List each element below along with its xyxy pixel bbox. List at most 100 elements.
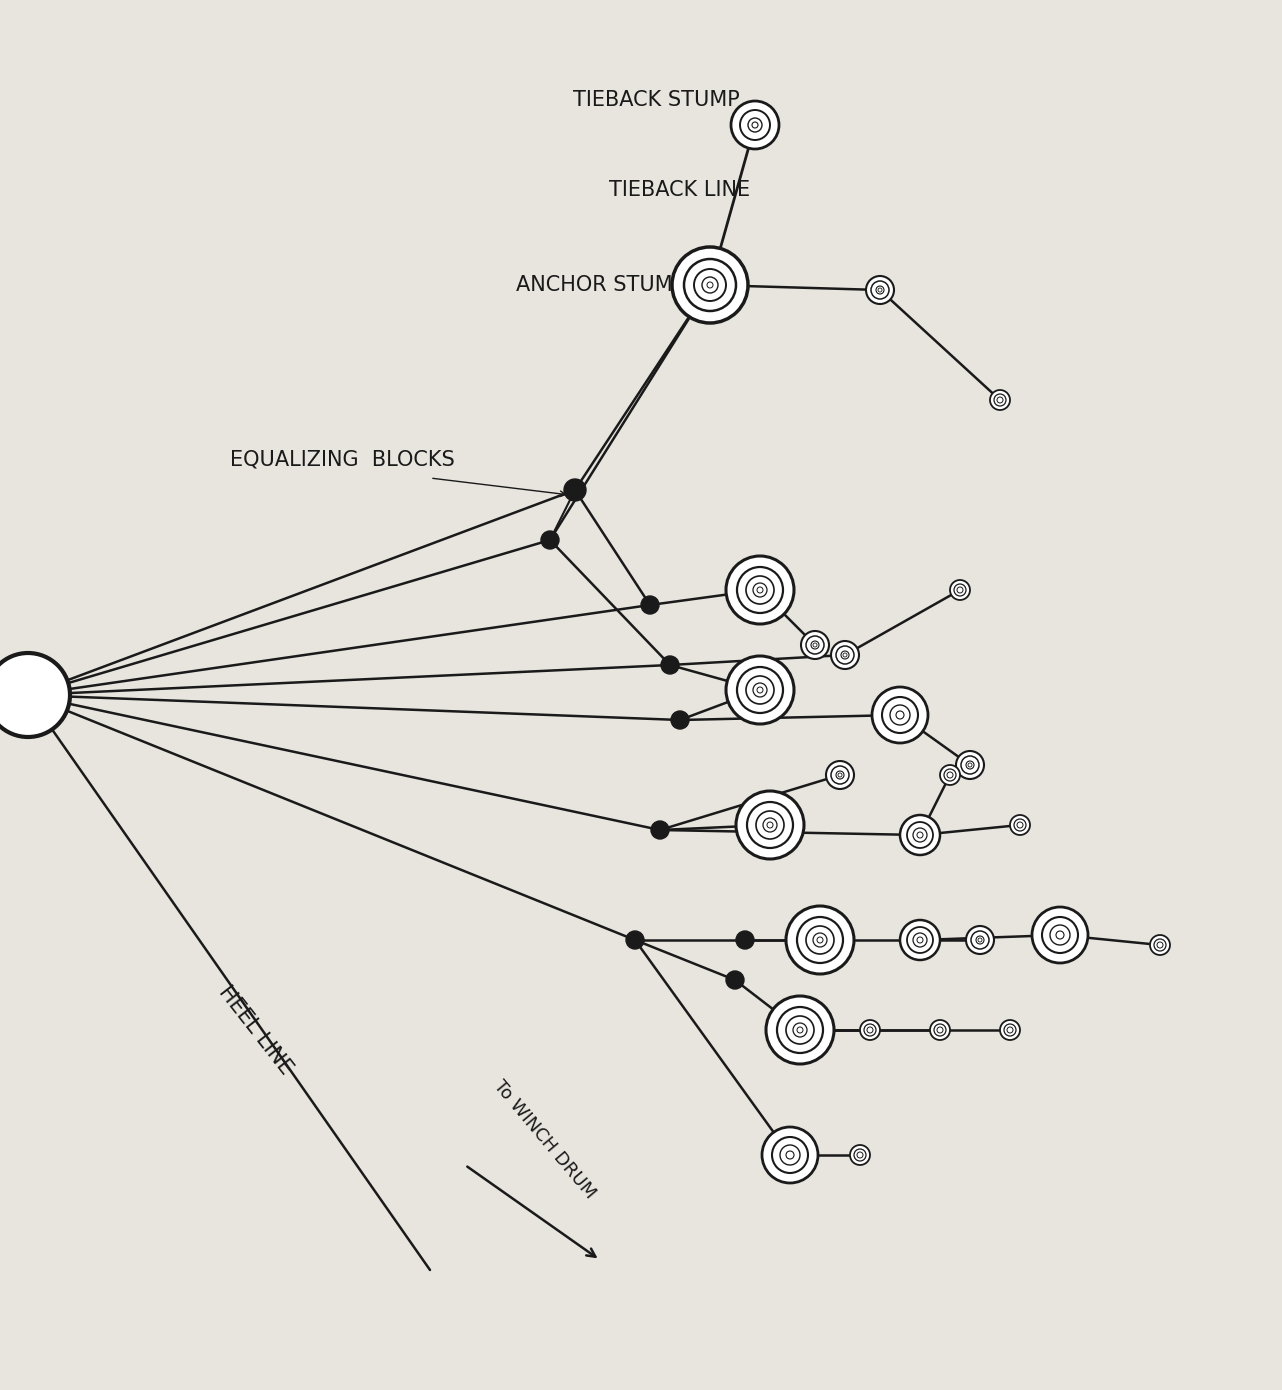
Circle shape — [831, 641, 859, 669]
Circle shape — [929, 1020, 950, 1040]
Circle shape — [763, 817, 777, 833]
Circle shape — [756, 687, 763, 694]
Circle shape — [777, 1006, 823, 1054]
Circle shape — [968, 763, 972, 767]
Circle shape — [890, 705, 910, 726]
Circle shape — [882, 696, 918, 733]
Circle shape — [746, 575, 774, 605]
Circle shape — [670, 712, 688, 728]
Circle shape — [850, 1145, 870, 1165]
Circle shape — [753, 122, 758, 128]
Circle shape — [935, 1024, 946, 1036]
Circle shape — [1000, 1020, 1020, 1040]
Text: To WINCH DRUM: To WINCH DRUM — [490, 1077, 599, 1202]
Circle shape — [867, 277, 894, 304]
Circle shape — [997, 398, 1003, 403]
Circle shape — [786, 906, 854, 974]
Circle shape — [740, 110, 770, 140]
Circle shape — [779, 1145, 800, 1165]
Circle shape — [956, 751, 985, 778]
Circle shape — [876, 286, 885, 295]
Circle shape — [736, 931, 754, 949]
Circle shape — [672, 247, 747, 322]
Circle shape — [994, 393, 1006, 406]
Circle shape — [726, 972, 744, 990]
Circle shape — [872, 687, 928, 744]
Circle shape — [762, 1127, 818, 1183]
Circle shape — [841, 651, 849, 659]
Circle shape — [844, 653, 847, 657]
Circle shape — [856, 1152, 863, 1158]
Circle shape — [651, 821, 669, 840]
Circle shape — [786, 1151, 794, 1159]
Circle shape — [753, 582, 767, 596]
Circle shape — [967, 760, 974, 769]
Circle shape — [731, 101, 779, 149]
Circle shape — [913, 828, 927, 842]
Circle shape — [906, 927, 933, 954]
Circle shape — [1154, 940, 1167, 951]
Circle shape — [878, 288, 882, 292]
Circle shape — [954, 584, 967, 596]
Circle shape — [813, 644, 817, 646]
Circle shape — [831, 766, 849, 784]
Circle shape — [864, 1024, 876, 1036]
Circle shape — [564, 480, 586, 500]
Circle shape — [917, 833, 923, 838]
Circle shape — [900, 815, 940, 855]
Circle shape — [626, 931, 644, 949]
Circle shape — [1042, 917, 1078, 954]
Circle shape — [706, 282, 713, 288]
Circle shape — [836, 771, 844, 778]
Circle shape — [896, 712, 904, 719]
Circle shape — [1050, 924, 1070, 945]
Circle shape — [978, 938, 982, 942]
Circle shape — [944, 769, 956, 781]
Circle shape — [967, 926, 994, 954]
Circle shape — [990, 391, 1010, 410]
Circle shape — [694, 270, 726, 302]
Circle shape — [854, 1150, 867, 1161]
Circle shape — [541, 531, 559, 549]
Circle shape — [747, 118, 762, 132]
Circle shape — [726, 656, 794, 724]
Circle shape — [737, 567, 783, 613]
Circle shape — [900, 920, 940, 960]
Circle shape — [736, 791, 804, 859]
Circle shape — [838, 773, 842, 777]
Circle shape — [756, 810, 785, 840]
Circle shape — [726, 556, 794, 624]
Circle shape — [913, 933, 927, 947]
Circle shape — [801, 631, 829, 659]
Circle shape — [860, 1020, 879, 1040]
Circle shape — [836, 646, 854, 664]
Circle shape — [937, 1027, 944, 1033]
Circle shape — [817, 937, 823, 942]
Circle shape — [797, 917, 844, 963]
Circle shape — [737, 667, 783, 713]
Circle shape — [947, 771, 953, 778]
Circle shape — [870, 281, 888, 299]
Circle shape — [753, 682, 767, 696]
Circle shape — [950, 580, 970, 600]
Circle shape — [806, 637, 824, 655]
Circle shape — [806, 926, 835, 954]
Circle shape — [906, 821, 933, 848]
Circle shape — [685, 259, 736, 311]
Circle shape — [962, 756, 979, 774]
Circle shape — [747, 802, 794, 848]
Circle shape — [662, 656, 679, 674]
Text: TIEBACK LINE: TIEBACK LINE — [609, 179, 750, 200]
Circle shape — [812, 641, 819, 649]
Circle shape — [1032, 908, 1088, 963]
Text: ANCHOR STUMP: ANCHOR STUMP — [515, 275, 685, 295]
Circle shape — [0, 653, 71, 737]
Circle shape — [867, 1027, 873, 1033]
Circle shape — [786, 1016, 814, 1044]
Circle shape — [1010, 815, 1029, 835]
Circle shape — [746, 676, 774, 703]
Circle shape — [1156, 942, 1163, 948]
Circle shape — [797, 1027, 803, 1033]
Circle shape — [813, 933, 827, 947]
Circle shape — [703, 277, 718, 293]
